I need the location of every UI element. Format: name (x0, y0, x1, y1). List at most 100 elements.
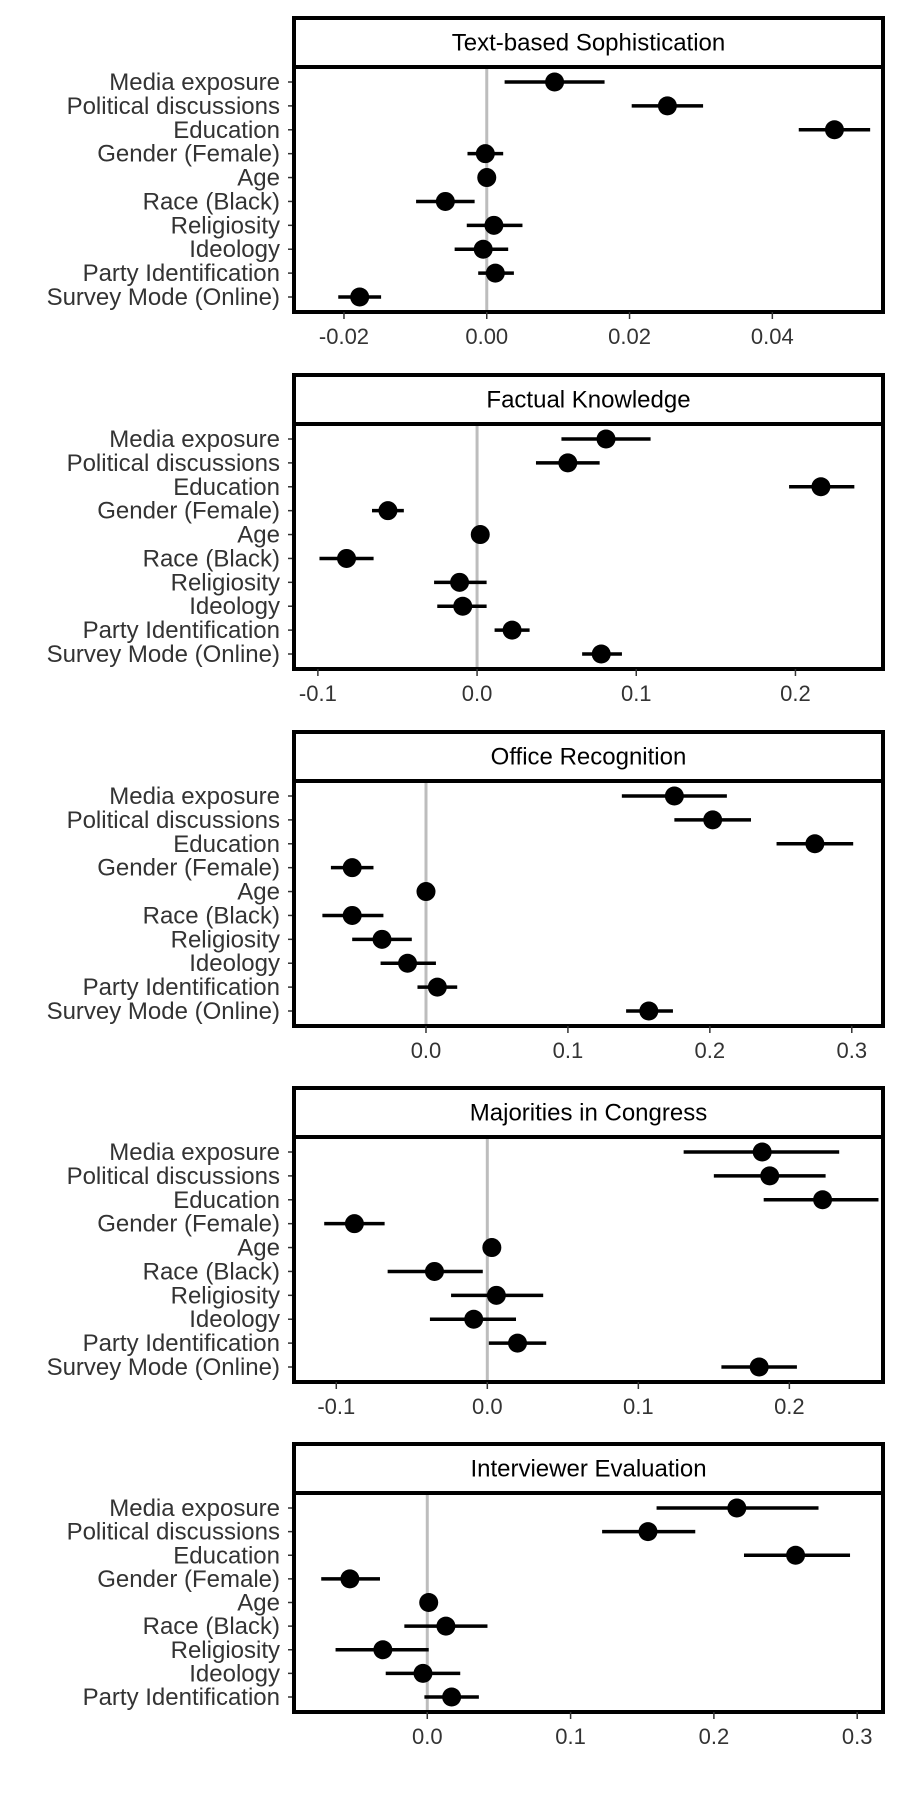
point-estimate (342, 858, 362, 878)
facet-strip (292, 373, 885, 426)
x-tick-label: 0.00 (465, 324, 508, 349)
variable-label: Media exposure (109, 1495, 280, 1522)
x-tick-label: 0.1 (553, 1038, 584, 1063)
point-estimate (350, 287, 370, 307)
variable-label: Media exposure (109, 1139, 280, 1166)
variable-label: Political discussions (67, 93, 280, 120)
point-estimate (419, 1593, 439, 1612)
facet-title: Office Recognition (491, 744, 687, 771)
x-tick-label: 0.0 (411, 1038, 442, 1063)
point-estimate (398, 953, 418, 973)
point-estimate (372, 929, 392, 949)
variable-label: Gender (Female) (97, 1566, 280, 1593)
x-tick-label: 0.1 (555, 1724, 586, 1749)
facet-title: Text-based Sophistication (452, 30, 726, 57)
point-estimate (760, 1166, 780, 1186)
variable-label: Age (237, 879, 280, 906)
variable-label: Media exposure (109, 69, 280, 96)
variable-label: Religiosity (171, 569, 280, 596)
x-tick-label: 0.0 (462, 681, 493, 706)
point-estimate (752, 1142, 772, 1162)
variable-label: Ideology (189, 1306, 280, 1333)
variable-label: Party Identification (83, 260, 280, 287)
variable-label: Education (173, 831, 280, 858)
x-tick-label: -0.1 (299, 681, 337, 706)
point-estimate (416, 882, 436, 902)
point-estimate (486, 1285, 506, 1305)
variable-label: Party Identification (83, 1330, 280, 1357)
point-estimate (485, 263, 505, 283)
point-estimate (811, 477, 831, 497)
point-estimate (786, 1545, 806, 1565)
variable-label: Party Identification (83, 974, 280, 1001)
variable-label: Age (237, 1235, 280, 1262)
variable-label: Gender (Female) (97, 498, 280, 525)
point-estimate (484, 215, 504, 235)
variable-label: Party Identification (83, 1684, 280, 1711)
variable-label: Gender (Female) (97, 141, 280, 168)
point-estimate (805, 834, 825, 854)
x-tick-label: 0.1 (621, 681, 652, 706)
x-tick-label: 0.02 (608, 324, 651, 349)
point-estimate (482, 1238, 502, 1258)
panel-border (292, 1135, 885, 1384)
point-estimate (435, 191, 455, 211)
facet-panel: Majorities in Congress Media exposurePoli… (47, 1086, 885, 1419)
variable-label: Religiosity (171, 1637, 280, 1664)
variable-label: Survey Mode (Online) (47, 641, 280, 668)
variable-label: Ideology (189, 593, 280, 620)
point-estimate (464, 1309, 484, 1329)
point-estimate (727, 1498, 747, 1518)
variable-label: Religiosity (171, 212, 280, 239)
x-tick-label: -0.02 (319, 324, 369, 349)
panel-border (292, 65, 885, 314)
point-estimate (450, 572, 470, 592)
variable-label: Media exposure (109, 783, 280, 810)
point-estimate (473, 239, 493, 259)
variable-label: Survey Mode (Online) (47, 998, 280, 1025)
point-estimate (813, 1190, 833, 1210)
point-estimate (344, 1214, 364, 1234)
variable-label: Religiosity (171, 926, 280, 953)
point-estimate (373, 1640, 393, 1660)
point-estimate (413, 1663, 433, 1683)
variable-label: Race (Black) (143, 1258, 280, 1285)
point-estimate (638, 1522, 658, 1542)
variable-label: Race (Black) (143, 188, 280, 215)
x-tick-label: 0.2 (699, 1724, 730, 1749)
variable-label: Ideology (189, 950, 280, 977)
x-tick-label: -0.1 (317, 1394, 355, 1419)
variable-label: Education (173, 1542, 280, 1569)
point-estimate (453, 596, 473, 616)
point-estimate (749, 1357, 769, 1377)
variable-label: Religiosity (171, 1282, 280, 1309)
point-estimate (703, 810, 723, 830)
variable-label: Ideology (189, 1660, 280, 1687)
x-tick-label: 0.2 (695, 1038, 726, 1063)
point-estimate (470, 525, 490, 545)
point-estimate (639, 1001, 659, 1021)
variable-label: Survey Mode (Online) (47, 284, 280, 311)
facet-title: Factual Knowledge (486, 387, 690, 414)
variable-label: Political discussions (67, 450, 280, 477)
facet-strip (292, 730, 885, 783)
variable-label: Political discussions (67, 1519, 280, 1546)
variable-label: Gender (Female) (97, 855, 280, 882)
point-estimate (427, 977, 447, 997)
x-tick-label: 0.04 (751, 324, 794, 349)
x-tick-label: 0.0 (412, 1724, 443, 1749)
point-estimate (657, 96, 677, 116)
point-estimate (477, 168, 497, 188)
panel-border (292, 422, 885, 671)
variable-label: Survey Mode (Online) (47, 1354, 280, 1381)
point-estimate (378, 501, 398, 521)
point-estimate (424, 1261, 444, 1281)
variable-label: Race (Black) (143, 902, 280, 929)
facet-panel: Factual Knowledge Media exposurePolitical… (47, 373, 885, 706)
variable-label: Political discussions (67, 1163, 280, 1190)
point-estimate (591, 644, 611, 664)
point-estimate (824, 120, 844, 140)
point-estimate (508, 1333, 528, 1353)
